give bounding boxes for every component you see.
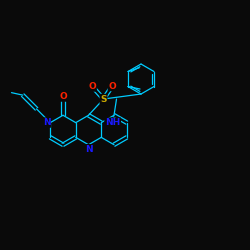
Text: S: S xyxy=(100,94,107,104)
Text: N: N xyxy=(43,118,50,127)
Text: O: O xyxy=(59,92,67,101)
Text: N: N xyxy=(85,145,92,154)
Text: O: O xyxy=(108,82,116,90)
Text: O: O xyxy=(88,82,96,91)
Text: NH: NH xyxy=(105,118,120,127)
